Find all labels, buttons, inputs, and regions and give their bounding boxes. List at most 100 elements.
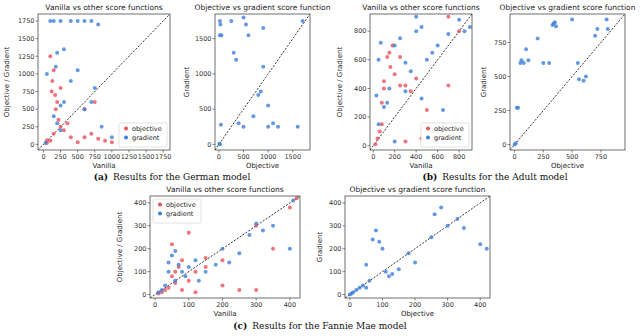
point xyxy=(93,100,97,104)
legend-label: objective xyxy=(132,125,162,133)
point xyxy=(382,105,386,109)
y-tick-label: 0 xyxy=(337,291,341,299)
point xyxy=(446,84,450,88)
point xyxy=(593,34,597,38)
point xyxy=(376,137,380,141)
point xyxy=(220,258,224,262)
point xyxy=(173,279,177,283)
y-tick xyxy=(148,271,151,272)
point xyxy=(403,84,407,88)
point xyxy=(65,121,69,125)
point xyxy=(110,135,114,139)
point xyxy=(220,283,224,287)
point xyxy=(57,118,61,122)
point xyxy=(595,27,599,31)
x-axis-label: Objective xyxy=(551,162,584,170)
caption-label: (b) xyxy=(422,172,437,182)
legend-label: gradient xyxy=(166,210,194,218)
point xyxy=(44,141,48,145)
legend-marker xyxy=(426,136,430,140)
point xyxy=(173,270,177,274)
y-tick xyxy=(36,144,39,145)
caption: (c)Results for the Fannie Mae model xyxy=(233,321,406,331)
point xyxy=(214,263,218,267)
y-tick-label: 750 xyxy=(494,39,506,47)
x-tick-label: 750 xyxy=(595,153,607,161)
point xyxy=(420,25,424,29)
point xyxy=(53,93,57,97)
chart: 050010001500050010001500Objective vs gra… xyxy=(183,3,331,170)
point xyxy=(237,121,241,125)
axes-frame xyxy=(150,196,300,298)
point xyxy=(50,79,54,83)
point xyxy=(379,41,383,45)
point xyxy=(271,121,275,125)
point xyxy=(204,256,208,260)
point xyxy=(156,290,160,294)
x-tick-label: 200 xyxy=(388,153,400,161)
point xyxy=(103,139,107,143)
point xyxy=(266,125,270,129)
point xyxy=(76,19,80,23)
plot-background xyxy=(345,196,490,298)
point xyxy=(398,36,402,40)
point xyxy=(605,17,609,21)
y-tick xyxy=(368,88,371,89)
y-tick-label: 1000 xyxy=(18,70,35,78)
point xyxy=(244,23,248,27)
point xyxy=(180,270,184,274)
point xyxy=(83,19,87,23)
point xyxy=(246,33,250,37)
axes-frame xyxy=(215,14,310,150)
point xyxy=(393,139,397,143)
point xyxy=(218,142,222,146)
y-tick xyxy=(36,38,39,39)
plot-background xyxy=(215,14,310,150)
point xyxy=(261,228,265,232)
point xyxy=(55,51,59,55)
y-tick-label: 500 xyxy=(494,73,506,81)
point xyxy=(457,29,461,33)
point xyxy=(446,15,450,19)
point xyxy=(187,279,191,283)
point xyxy=(62,128,66,132)
point xyxy=(187,231,191,235)
point xyxy=(96,137,100,141)
point xyxy=(59,128,63,132)
point xyxy=(242,16,246,20)
x-tick-label: 800 xyxy=(453,153,465,161)
y-tick-label: 750 xyxy=(22,88,34,96)
point xyxy=(485,247,489,251)
point xyxy=(552,22,556,26)
diagonal-line xyxy=(370,14,472,150)
point xyxy=(380,101,384,105)
data-area xyxy=(150,196,300,298)
caption: (a)Results for the German model xyxy=(94,172,251,182)
legend-marker xyxy=(124,127,128,131)
y-tick xyxy=(508,76,511,77)
y-tick xyxy=(343,225,346,226)
point xyxy=(582,79,586,83)
point xyxy=(170,254,174,258)
point xyxy=(237,251,241,255)
y-axis-label: Gradient xyxy=(316,232,324,263)
point xyxy=(167,260,171,264)
x-axis-label: Vanilla xyxy=(92,162,115,170)
y-tick xyxy=(368,117,371,118)
point xyxy=(167,286,171,290)
point xyxy=(433,212,437,216)
point xyxy=(54,65,58,69)
y-tick xyxy=(213,144,216,145)
point xyxy=(59,125,63,129)
y-tick-label: 500 xyxy=(22,105,34,113)
point xyxy=(403,139,407,143)
x-tick-label: 500 xyxy=(71,153,83,161)
point xyxy=(93,86,97,90)
point xyxy=(204,265,208,269)
x-tick-label: 400 xyxy=(410,153,422,161)
caption-label: (a) xyxy=(94,172,108,182)
x-tick-label: 100 xyxy=(183,301,195,309)
point xyxy=(271,224,275,228)
plot-background xyxy=(370,14,472,150)
point xyxy=(183,274,187,278)
